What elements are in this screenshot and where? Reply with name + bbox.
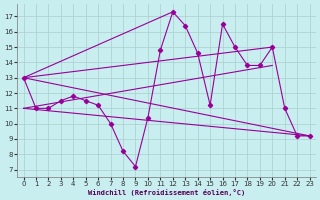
- X-axis label: Windchill (Refroidissement éolien,°C): Windchill (Refroidissement éolien,°C): [88, 189, 245, 196]
